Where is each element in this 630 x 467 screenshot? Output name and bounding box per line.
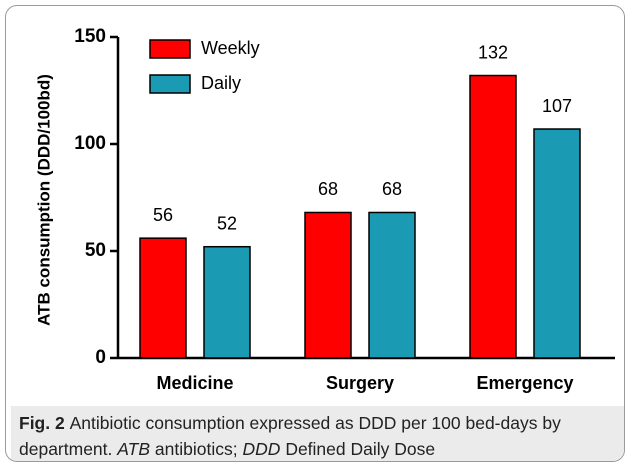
bar xyxy=(533,128,581,359)
bar xyxy=(203,245,251,359)
y-tick-label: 0 xyxy=(95,347,106,368)
value-label: 68 xyxy=(382,179,402,199)
legend-label: Daily xyxy=(201,73,241,93)
figure-frame: 0 50 100 150 ATB consumption (DDD/100bd) Medi… xyxy=(5,5,625,462)
caption: Fig. 2 Antibiotic consumption expressed a… xyxy=(11,406,624,461)
caption-text: ATB xyxy=(117,439,151,459)
bar xyxy=(139,237,187,359)
bar xyxy=(469,74,517,359)
x-tick-label: Surgery xyxy=(326,373,394,393)
x-tick-label: Medicine xyxy=(156,373,233,393)
value-label: 107 xyxy=(542,96,572,116)
x-tick-label: Emergency xyxy=(476,373,573,393)
y-tick-label: 100 xyxy=(74,133,106,154)
caption-text: Antibiotic consumption expressed as DDD … xyxy=(19,413,561,459)
value-label: 56 xyxy=(153,205,173,225)
legend-swatch xyxy=(149,39,191,59)
caption-text: DDD xyxy=(242,439,281,459)
y-tick-label: 50 xyxy=(85,240,106,261)
caption-text: Defined Daily Dose xyxy=(285,439,436,459)
chart: 0 50 100 150 ATB consumption (DDD/100bd) Medi… xyxy=(34,26,615,393)
bar xyxy=(368,211,416,359)
y-tick-label: 150 xyxy=(74,26,106,47)
legend-label: Weekly xyxy=(201,38,260,58)
value-label: 132 xyxy=(478,42,508,62)
caption-text: antibiotics; xyxy=(154,439,238,459)
value-label: 68 xyxy=(318,179,338,199)
y-axis-label: ATB consumption (DDD/100bd) xyxy=(34,74,53,326)
caption-label: Fig. 2 xyxy=(19,413,65,433)
legend-swatch xyxy=(149,74,191,94)
bar xyxy=(304,211,352,359)
value-label: 52 xyxy=(217,213,237,233)
